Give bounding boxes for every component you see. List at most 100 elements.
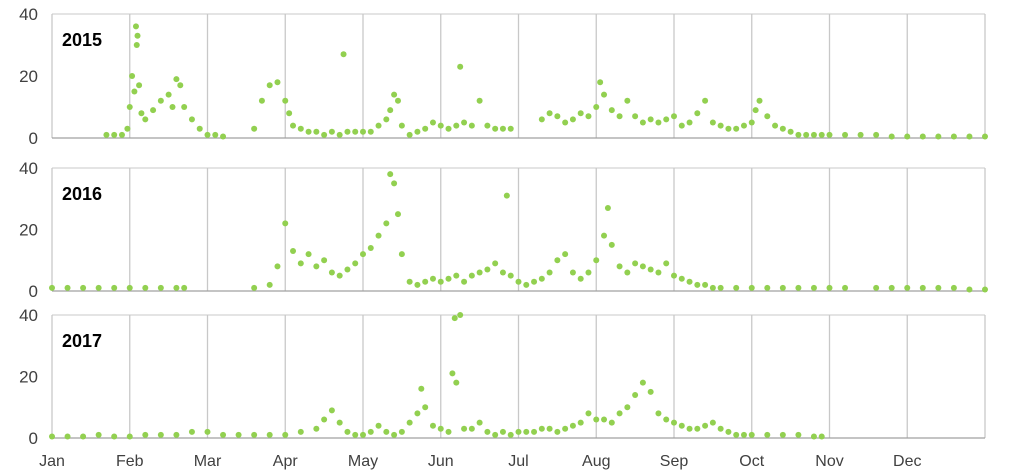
- data-point: [569, 116, 576, 123]
- data-point: [764, 113, 771, 120]
- data-point: [177, 82, 184, 89]
- data-point: [484, 122, 491, 129]
- data-point: [725, 428, 732, 435]
- data-point: [779, 431, 786, 438]
- data-point: [616, 113, 623, 120]
- data-point: [538, 275, 545, 282]
- data-point: [709, 284, 716, 291]
- data-point: [671, 419, 677, 426]
- data-point: [554, 113, 561, 120]
- data-point: [538, 425, 545, 432]
- data-point: [531, 278, 538, 285]
- data-point: [328, 269, 335, 276]
- data-point: [663, 260, 670, 267]
- data-point: [126, 284, 133, 291]
- data-point: [671, 272, 677, 279]
- data-point: [935, 133, 942, 140]
- data-point: [111, 284, 118, 291]
- data-point: [360, 431, 366, 438]
- data-point: [569, 422, 576, 429]
- data-point: [340, 51, 347, 58]
- data-point: [449, 370, 456, 377]
- data-point: [391, 180, 398, 187]
- data-point: [437, 122, 444, 129]
- data-point: [457, 312, 464, 318]
- data-point: [453, 379, 460, 386]
- y-tick-label: 40: [19, 159, 38, 178]
- data-point: [133, 42, 140, 48]
- data-point: [709, 419, 716, 426]
- data-point: [321, 416, 328, 423]
- data-point: [717, 122, 724, 129]
- data-point: [686, 425, 693, 432]
- data-point: [694, 110, 701, 117]
- data-point: [888, 133, 895, 140]
- data-point: [795, 431, 802, 438]
- data-point: [601, 91, 608, 98]
- data-point: [593, 104, 600, 110]
- data-point: [604, 204, 611, 211]
- y-tick-label: 40: [19, 5, 38, 24]
- y-tick-label: 20: [19, 368, 38, 387]
- data-point: [453, 272, 460, 279]
- data-point: [429, 275, 436, 282]
- data-point: [150, 107, 157, 114]
- data-point: [328, 407, 335, 414]
- data-point: [702, 422, 709, 429]
- data-point: [779, 284, 786, 291]
- data-point: [165, 91, 172, 98]
- data-point: [639, 379, 646, 386]
- data-point: [414, 281, 421, 288]
- data-point: [950, 284, 957, 291]
- data-point: [873, 131, 880, 138]
- data-point: [857, 131, 864, 138]
- data-point: [157, 284, 164, 291]
- data-point: [344, 428, 351, 435]
- data-point: [655, 410, 662, 417]
- data-point: [562, 251, 569, 258]
- data-point: [585, 113, 592, 120]
- data-point: [173, 284, 180, 291]
- data-point: [157, 431, 164, 438]
- data-point: [601, 232, 608, 239]
- data-point: [686, 119, 693, 126]
- data-point: [523, 281, 530, 288]
- data-point: [546, 269, 553, 276]
- data-point: [842, 284, 849, 291]
- data-point: [398, 122, 405, 129]
- data-point: [169, 104, 176, 110]
- data-point: [608, 107, 615, 114]
- data-point: [445, 428, 452, 435]
- data-point: [429, 422, 436, 429]
- data-point: [131, 88, 138, 95]
- data-point: [702, 281, 709, 288]
- month-tick-label: Dec: [893, 453, 921, 470]
- month-tick-label: May: [348, 453, 378, 470]
- data-point: [282, 431, 289, 438]
- data-point: [818, 433, 825, 440]
- data-point: [181, 104, 188, 110]
- year-label: 2015: [62, 30, 102, 50]
- data-point: [468, 272, 475, 279]
- data-point: [126, 433, 133, 440]
- data-point: [624, 404, 631, 411]
- data-point: [95, 431, 102, 438]
- data-point: [453, 122, 460, 129]
- data-point: [95, 284, 102, 291]
- data-point: [663, 416, 670, 423]
- data-point: [748, 119, 755, 126]
- data-point: [966, 286, 973, 293]
- data-point: [686, 278, 693, 285]
- data-point: [429, 119, 436, 126]
- data-point: [873, 284, 880, 291]
- data-point: [531, 428, 538, 435]
- data-point: [810, 284, 817, 291]
- data-point: [445, 275, 452, 282]
- data-point: [129, 73, 136, 79]
- data-point: [740, 431, 747, 438]
- data-point: [632, 260, 639, 267]
- data-point: [266, 431, 273, 438]
- data-point: [966, 133, 973, 140]
- data-point: [515, 428, 522, 435]
- data-point: [118, 131, 125, 138]
